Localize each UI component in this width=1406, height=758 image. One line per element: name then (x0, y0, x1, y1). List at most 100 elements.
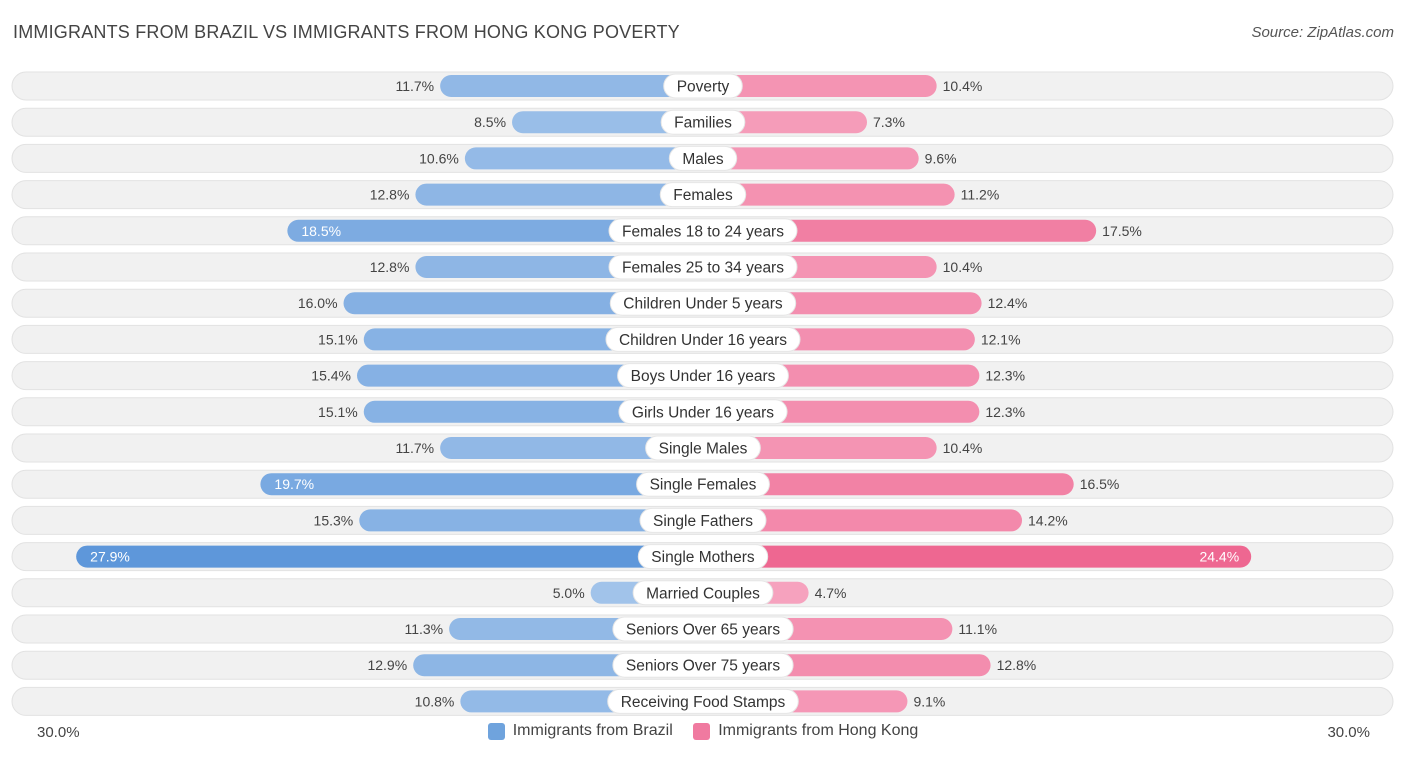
row-females-25-to-34-years: 12.8% 10.4% Females 25 to 34 years (11, 252, 1394, 282)
value-label-hongkong: 7.3% (873, 114, 905, 130)
category-label: Children Under 16 years (619, 332, 787, 349)
category-pill (660, 109, 746, 135)
value-label-brazil: 11.3% (404, 621, 443, 637)
category-pill (663, 73, 743, 99)
value-label-brazil: 19.7% (274, 476, 314, 492)
category-pill (632, 580, 774, 606)
category-label: Seniors Over 75 years (626, 658, 780, 675)
value-label-hongkong: 12.4% (988, 295, 1028, 311)
legend-item-brazil[interactable]: Immigrants from Brazil (487, 722, 673, 740)
row-females-18-to-24-years: 18.5% 17.5% Females 18 to 24 years (11, 216, 1394, 246)
value-label-brazil: 11.7% (395, 440, 434, 456)
category-label: Females 18 to 24 years (622, 223, 784, 240)
row-seniors-over-75-years: 12.9% 12.8% Seniors Over 75 years (11, 650, 1394, 680)
value-label-brazil: 15.1% (318, 331, 358, 347)
value-label-brazil: 10.8% (415, 693, 455, 709)
legend-label-hongkong: Immigrants from Hong Kong (718, 722, 919, 739)
row-poverty: 11.7% 10.4% Poverty (11, 71, 1394, 101)
value-label-hongkong: 14.2% (1028, 512, 1068, 528)
value-label-hongkong: 16.5% (1080, 476, 1120, 492)
legend-swatch-hongkong (693, 722, 711, 740)
bar-brazil (287, 219, 703, 242)
row-families: 8.5% 7.3% Families (11, 107, 1394, 137)
category-pill (636, 471, 770, 497)
bar-brazil (357, 364, 703, 387)
bar-brazil (440, 437, 703, 459)
category-label: Boys Under 16 years (631, 368, 776, 385)
bar-brazil (415, 183, 703, 206)
bar-hongkong (703, 473, 1074, 496)
category-label: Poverty (677, 79, 730, 96)
value-label-hongkong: 12.3% (985, 404, 1025, 420)
chart-title: IMMIGRANTS FROM BRAZIL VS IMMIGRANTS FRO… (13, 22, 680, 42)
category-label: Females (673, 187, 733, 204)
row-children-under-5-years: 16.0% 12.4% Children Under 5 years (11, 288, 1394, 318)
category-pill (608, 254, 798, 280)
value-label-brazil: 15.3% (314, 512, 354, 528)
category-pill (639, 507, 767, 533)
category-label: Seniors Over 65 years (626, 622, 780, 639)
category-label: Families (674, 115, 732, 132)
value-label-brazil: 18.5% (301, 223, 341, 239)
value-label-hongkong: 11.2% (961, 187, 1000, 203)
category-label: Married Couples (646, 585, 760, 602)
bar-brazil (440, 75, 703, 97)
category-label: Single Males (659, 441, 748, 458)
bar-brazil (464, 147, 703, 170)
row-seniors-over-65-years: 11.3% 11.1% Seniors Over 65 years (11, 614, 1394, 644)
bar-hongkong (703, 147, 919, 170)
value-label-hongkong: 10.4% (943, 440, 983, 456)
value-label-brazil: 12.8% (370, 187, 410, 203)
category-pill (659, 182, 747, 208)
category-label: Single Females (650, 477, 757, 494)
value-label-hongkong: 12.8% (997, 657, 1037, 673)
bar-hongkong (703, 545, 1252, 568)
bar-brazil (76, 545, 704, 568)
legend: Immigrants from Brazil Immigrants from H… (0, 722, 1406, 745)
value-label-brazil: 5.0% (553, 585, 585, 601)
category-label: Males (682, 151, 724, 168)
bar-hongkong (703, 437, 937, 459)
value-label-hongkong: 12.3% (985, 368, 1025, 384)
source-label: Source: ZipAtlas.com (1251, 24, 1394, 41)
bar-hongkong (703, 183, 955, 206)
row-females: 12.8% 11.2% Females (11, 180, 1394, 210)
value-label-brazil: 8.5% (474, 114, 506, 130)
category-label: Females 25 to 34 years (622, 260, 784, 277)
category-pill (612, 616, 794, 642)
row-single-mothers: 27.9% 24.4% Single Mothers (11, 542, 1394, 572)
category-pill (608, 218, 798, 244)
category-label: Receiving Food Stamps (621, 694, 786, 711)
bar-brazil (260, 473, 703, 496)
value-label-hongkong: 9.1% (913, 693, 945, 709)
category-pill (605, 326, 801, 352)
bar-brazil (512, 111, 703, 134)
value-label-hongkong: 11.1% (958, 621, 997, 637)
category-label: Single Fathers (653, 513, 753, 530)
value-label-hongkong: 10.4% (943, 78, 983, 94)
axis-max-label: 30.0% (1327, 724, 1370, 741)
value-label-brazil: 15.4% (311, 368, 351, 384)
category-pill (609, 290, 797, 316)
value-label-hongkong: 12.1% (981, 331, 1021, 347)
category-pill (607, 688, 799, 714)
row-married-couples: 5.0% 4.7% Married Couples (11, 578, 1394, 608)
row-boys-under-16-years: 15.4% 12.3% Boys Under 16 years (11, 361, 1394, 391)
bar-hongkong (703, 75, 937, 97)
category-pill (612, 652, 794, 678)
legend-label-brazil: Immigrants from Brazil (512, 722, 673, 739)
value-label-brazil: 27.9% (90, 549, 130, 565)
legend-item-hongkong[interactable]: Immigrants from Hong Kong (693, 722, 918, 740)
row-males: 10.6% 9.6% Males (11, 143, 1394, 173)
value-label-hongkong: 10.4% (943, 259, 983, 275)
value-label-hongkong: 17.5% (1102, 223, 1142, 239)
category-pill (618, 399, 788, 425)
value-label-hongkong: 4.7% (815, 585, 847, 601)
value-label-brazil: 12.9% (367, 657, 407, 673)
category-pill (645, 435, 761, 461)
bar-brazil (363, 400, 703, 423)
bar-brazil (359, 509, 703, 532)
bar-hongkong (703, 509, 1023, 532)
category-label: Girls Under 16 years (632, 404, 774, 421)
row-single-fathers: 15.3% 14.2% Single Fathers (11, 505, 1394, 535)
